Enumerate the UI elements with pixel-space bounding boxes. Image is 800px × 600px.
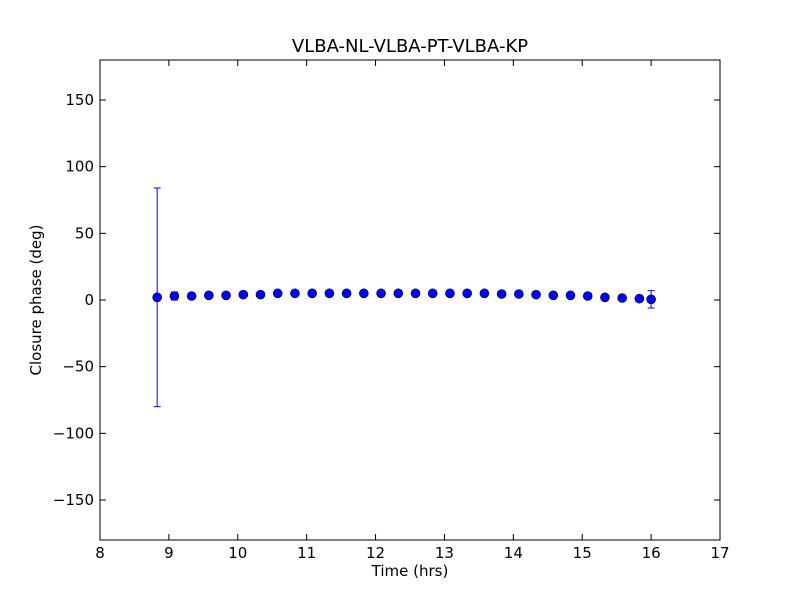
x-tick-label: 15: [573, 544, 592, 562]
data-point: [221, 290, 231, 301]
data-point: [600, 292, 610, 303]
data-point: [565, 290, 576, 301]
data-point: [514, 289, 524, 299]
y-tick-label: 100: [65, 158, 94, 176]
data-point: [359, 288, 369, 299]
x-tick-label: 8: [95, 544, 105, 562]
y-tick-label: 150: [65, 91, 94, 109]
data-point: [272, 288, 283, 299]
ticks-layer: 8 9 10 11 12 13 14 15 16 17 −150 −100 −50 0 50 100 150: [53, 60, 730, 562]
x-axis-title: Time (hrs): [371, 562, 449, 580]
y-axis-title: Closure phase (deg): [27, 225, 45, 376]
data-point: [186, 291, 197, 301]
x-tick-label: 12: [366, 544, 385, 562]
x-tick-label: 14: [504, 544, 523, 562]
data-point: [290, 288, 300, 299]
data-point: [479, 288, 490, 299]
y-tick-label: −150: [53, 491, 94, 509]
data-point: [324, 288, 335, 299]
data-point: [548, 290, 559, 301]
x-tick-label: 16: [642, 544, 661, 562]
x-tick-label: 11: [297, 544, 316, 562]
data-point: [410, 288, 421, 299]
data-point: [152, 292, 162, 303]
data-point: [531, 289, 541, 300]
data-layer: [152, 187, 656, 408]
data-point: [582, 291, 593, 301]
data-point: [634, 293, 645, 304]
data-point: [462, 288, 472, 299]
data-point: [646, 294, 656, 305]
data-point: [445, 288, 455, 299]
y-tick-label: 0: [84, 291, 94, 309]
data-point: [307, 288, 317, 299]
data-point: [393, 288, 404, 299]
x-tick-label: 17: [710, 544, 729, 562]
y-tick-label: −50: [62, 358, 94, 376]
plot-area: [100, 60, 720, 540]
chart-title: VLBA-NL-VLBA-PT-VLBA-KP: [292, 36, 528, 57]
x-tick-label: 10: [228, 544, 247, 562]
data-point: [255, 289, 266, 300]
x-tick-label: 13: [435, 544, 454, 562]
y-tick-label: −100: [53, 424, 94, 442]
data-point: [376, 288, 386, 299]
data-point: [496, 289, 507, 299]
data-point: [427, 288, 438, 299]
y-tick-label: 50: [75, 224, 94, 242]
data-point: [617, 293, 627, 303]
x-tick-label: 9: [164, 544, 174, 562]
data-point: [204, 290, 214, 301]
data-point: [341, 288, 352, 299]
data-point: [169, 291, 180, 301]
data-point: [238, 289, 249, 300]
